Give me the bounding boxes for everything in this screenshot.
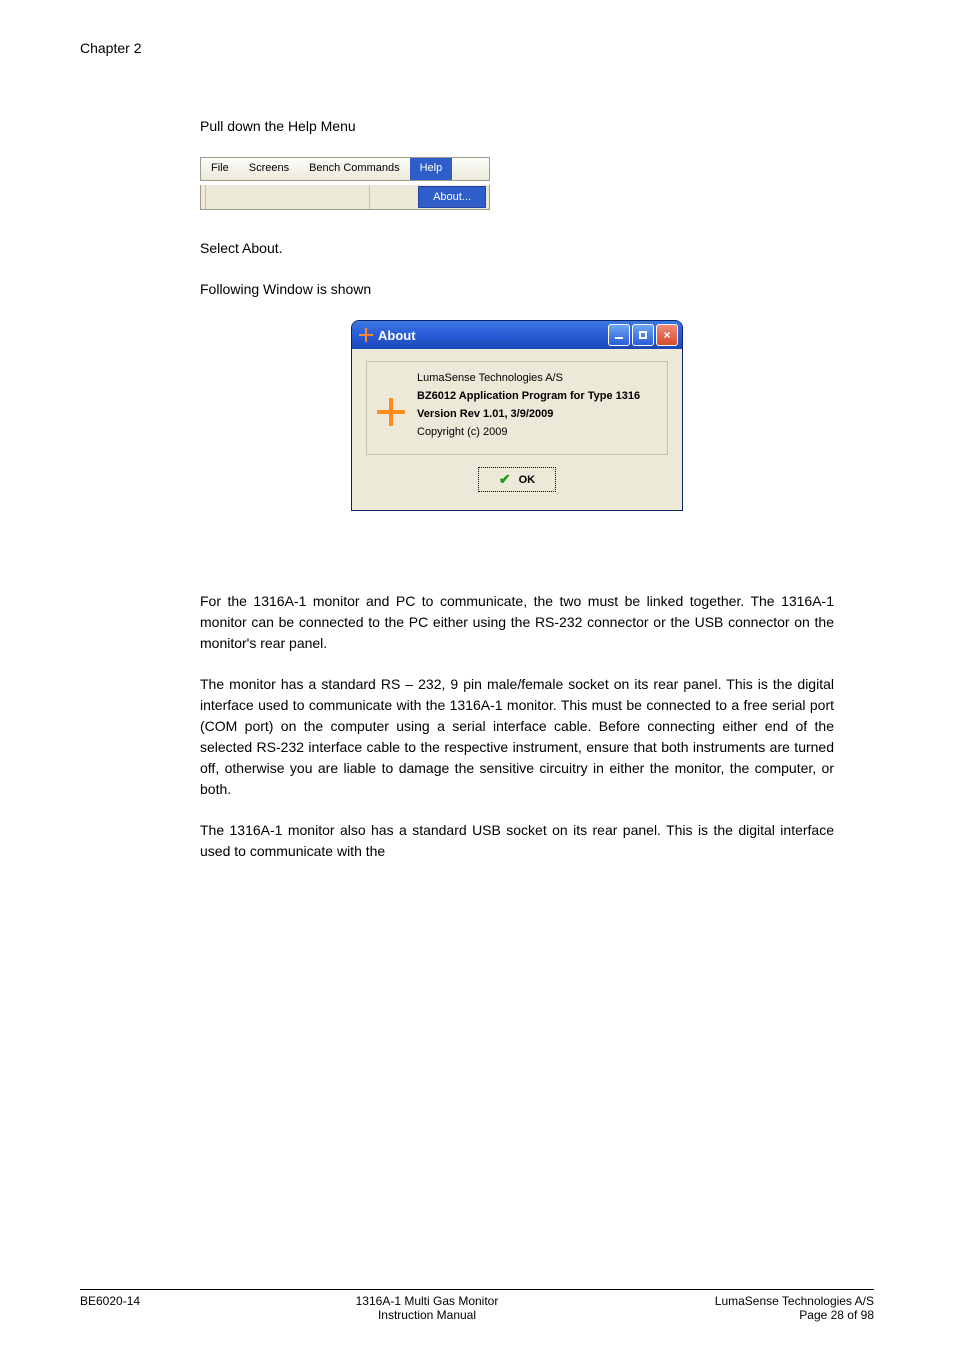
about-window-wrap: About × LumaSense Technologies A/S BZ601… [200, 320, 834, 511]
menu-bench-commands[interactable]: Bench Commands [299, 158, 410, 180]
window-buttons: × [608, 324, 678, 346]
footer-company: LumaSense Technologies A/S Page 28 of 98 [654, 1294, 874, 1322]
about-line-company: LumaSense Technologies A/S [417, 372, 640, 384]
close-button[interactable]: × [656, 324, 678, 346]
about-line-version: Version Rev 1.01, 3/9/2009 [417, 408, 640, 420]
window-body: LumaSense Technologies A/S BZ6012 Applic… [352, 349, 682, 510]
menu-about[interactable]: About... [418, 186, 486, 208]
titlebar: About × [352, 321, 682, 349]
content-area: Pull down the Help Menu File Screens Ben… [200, 116, 834, 862]
plus-icon [377, 398, 405, 426]
paragraph: For the 1316A-1 monitor and PC to commun… [200, 591, 834, 654]
toolbar-row: About... [200, 185, 490, 210]
menubar: File Screens Bench Commands Help [200, 157, 490, 181]
app-icon [358, 327, 374, 343]
menu-help[interactable]: Help [410, 158, 453, 180]
ok-row: ✔ OK [366, 467, 668, 492]
page: Chapter 2 Pull down the Help Menu File S… [0, 0, 954, 1350]
footer-row: BE6020-14 1316A-1 Multi Gas Monitor Inst… [80, 1294, 874, 1322]
paragraph: The 1316A-1 monitor also has a standard … [200, 820, 834, 862]
about-window: About × LumaSense Technologies A/S BZ601… [351, 320, 683, 511]
minimize-button[interactable] [608, 324, 630, 346]
paragraph: Pull down the Help Menu [200, 116, 834, 137]
footer-title: 1316A-1 Multi Gas Monitor Instruction Ma… [200, 1294, 654, 1322]
toolbar-grip [365, 185, 370, 209]
window-title: About [378, 328, 608, 343]
paragraph: Following Window is shown [200, 279, 834, 300]
about-line-program: BZ6012 Application Program for Type 1316 [417, 390, 640, 402]
about-panel: LumaSense Technologies A/S BZ6012 Applic… [366, 361, 668, 455]
menu-screenshot: File Screens Bench Commands Help About..… [200, 157, 834, 210]
menu-file[interactable]: File [201, 158, 239, 180]
footer-rule [80, 1289, 874, 1290]
maximize-button[interactable] [632, 324, 654, 346]
about-text: LumaSense Technologies A/S BZ6012 Applic… [417, 372, 640, 444]
chapter-header: Chapter 2 [80, 40, 874, 56]
ok-label: OK [519, 474, 536, 486]
paragraph: The monitor has a standard RS – 232, 9 p… [200, 674, 834, 800]
footer-doc-id: BE6020-14 [80, 1294, 200, 1322]
about-line-copyright: Copyright (c) 2009 [417, 426, 640, 438]
menu-screens[interactable]: Screens [239, 158, 299, 180]
check-icon: ✔ [499, 471, 511, 488]
toolbar-grip [201, 185, 206, 209]
ok-button[interactable]: ✔ OK [478, 467, 556, 492]
page-footer: BE6020-14 1316A-1 Multi Gas Monitor Inst… [80, 1289, 874, 1322]
paragraph: Select About. [200, 238, 834, 259]
